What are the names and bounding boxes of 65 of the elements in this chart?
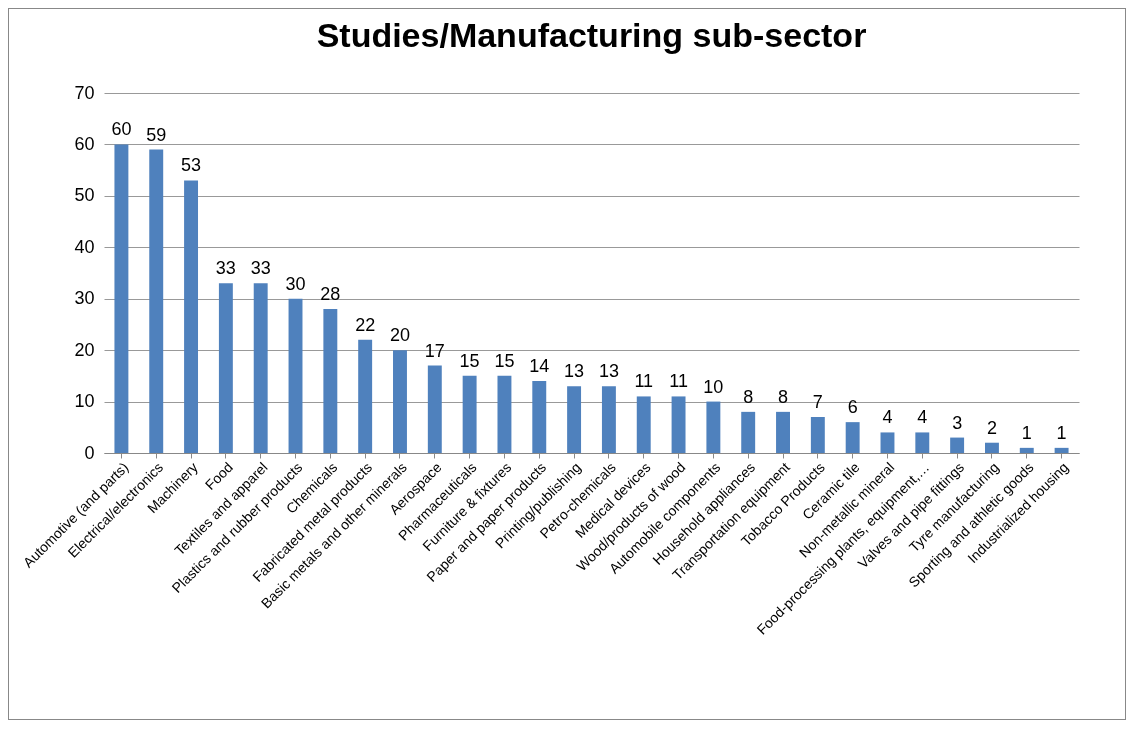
bar: [776, 411, 790, 453]
bar: [149, 149, 164, 453]
data-label: 33: [215, 258, 236, 279]
data-label: 28: [320, 284, 341, 304]
data-label: 8: [743, 386, 754, 407]
bar: [427, 365, 442, 453]
bar: [601, 386, 616, 453]
data-label: 11: [634, 371, 654, 392]
data-label: 33: [250, 258, 271, 279]
bar: [741, 411, 756, 453]
data-label: 11: [669, 371, 688, 392]
data-label: 60: [111, 119, 132, 140]
y-tick-label: 40: [74, 236, 95, 257]
y-tick-label: 0: [84, 442, 95, 463]
bar: [288, 298, 303, 453]
data-label: 13: [564, 361, 585, 382]
y-tick-label: 10: [74, 391, 95, 412]
bar: [706, 401, 721, 453]
bar: [358, 339, 373, 453]
bar: [567, 386, 582, 453]
y-tick-label: 20: [74, 339, 95, 360]
bar: [253, 283, 268, 453]
bar: [845, 422, 860, 453]
bar: [497, 375, 512, 453]
bar: [323, 309, 338, 453]
data-label: 22: [355, 314, 376, 335]
data-label: 10: [703, 376, 724, 397]
data-label: 15: [459, 350, 480, 371]
bar: [218, 283, 233, 453]
bar: [880, 432, 895, 453]
data-label: 1: [1021, 422, 1032, 443]
data-label: 4: [882, 407, 893, 428]
data-label: 14: [529, 356, 550, 376]
bar: [950, 437, 965, 453]
y-tick-label: 70: [74, 82, 95, 103]
y-tick-label: 60: [74, 133, 95, 154]
bar: [184, 180, 199, 453]
bar: [393, 350, 407, 453]
bar: [462, 375, 477, 453]
data-label: 59: [146, 124, 167, 145]
data-label: 53: [181, 155, 202, 176]
bar: [984, 442, 999, 453]
data-label: 13: [598, 361, 619, 382]
bar: [1019, 447, 1034, 453]
bar: [532, 381, 547, 453]
data-label: 7: [812, 392, 823, 412]
bar: [810, 417, 825, 453]
bar: [636, 396, 651, 453]
data-label: 1: [1056, 422, 1067, 443]
y-tick-label: 30: [74, 288, 95, 309]
data-label: 4: [917, 407, 928, 428]
data-label: 30: [285, 273, 306, 294]
bar: [114, 144, 129, 453]
data-label: 15: [494, 350, 515, 371]
y-tick-label: 50: [74, 185, 95, 206]
chart-title: Studies/Manufacturing sub-sector: [316, 16, 867, 54]
data-label: 3: [952, 412, 963, 433]
bar: [1054, 447, 1069, 453]
data-label: 8: [778, 386, 789, 407]
bar: [671, 396, 686, 453]
data-label: 17: [424, 340, 445, 361]
data-label: 6: [847, 397, 858, 418]
bar: [915, 432, 930, 453]
data-label: 20: [389, 325, 410, 346]
data-label: 2: [986, 417, 997, 438]
